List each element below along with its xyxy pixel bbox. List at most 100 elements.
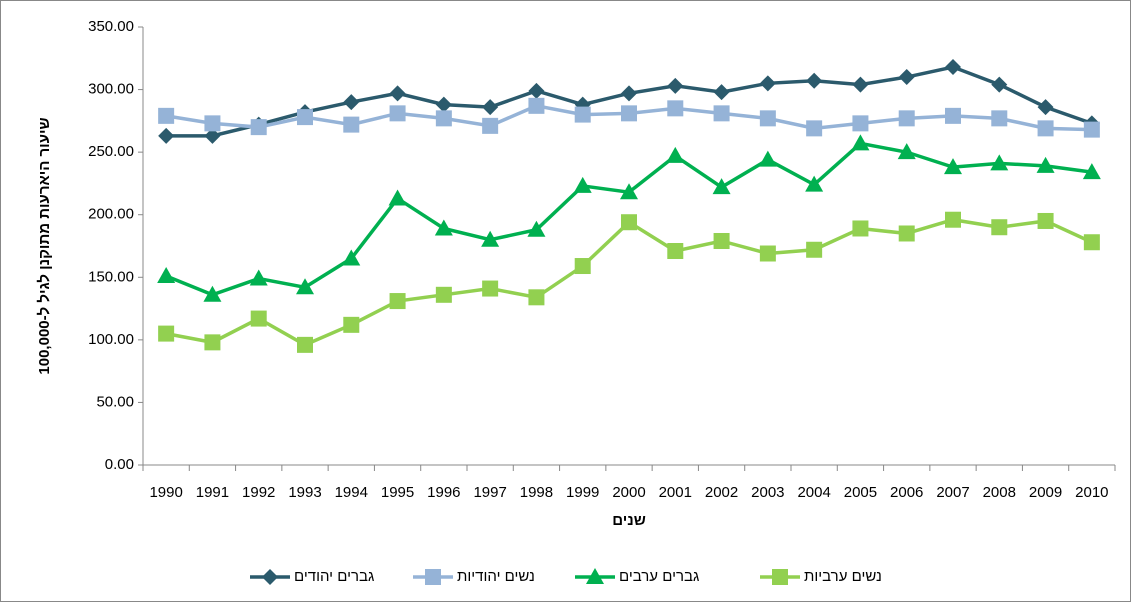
data-point	[712, 178, 731, 195]
x-tick-label: 2004	[797, 484, 830, 501]
legend-label: גברים ערבים	[619, 568, 699, 585]
legend-marker	[772, 569, 788, 585]
data-point	[759, 110, 776, 127]
x-tick-label: 2003	[751, 484, 784, 501]
data-point	[343, 94, 360, 111]
data-point	[389, 85, 406, 102]
data-point	[389, 293, 406, 310]
data-point	[667, 243, 684, 260]
data-point	[158, 325, 175, 342]
data-point	[944, 158, 962, 175]
data-point	[482, 99, 499, 116]
data-point	[203, 285, 222, 302]
x-tick-label: 2007	[936, 484, 969, 501]
data-point	[945, 59, 961, 76]
y-tick-label: 100.00	[88, 331, 134, 348]
data-point	[1083, 121, 1100, 138]
data-point	[343, 316, 360, 333]
data-point	[759, 245, 776, 262]
data-point	[297, 336, 313, 353]
x-tick-label: 1992	[242, 484, 275, 501]
data-point	[898, 69, 915, 86]
data-point	[204, 115, 221, 132]
legend-label: גברים יהודים	[294, 568, 374, 585]
data-point	[527, 220, 546, 237]
data-point	[157, 267, 176, 284]
x-tick-label: 1996	[427, 484, 460, 501]
y-tick-label: 350.00	[88, 18, 134, 35]
x-tick-label: 1997	[473, 484, 506, 501]
x-tick-label: 1993	[288, 484, 321, 501]
data-point	[435, 286, 452, 303]
data-point	[667, 77, 684, 94]
data-point	[991, 76, 1008, 93]
data-point	[528, 82, 545, 99]
data-point	[389, 105, 406, 122]
data-point	[806, 72, 823, 89]
x-tick-label: 2001	[659, 484, 692, 501]
data-point	[297, 109, 313, 126]
x-tick-label: 2010	[1075, 484, 1108, 501]
x-tick-label: 2006	[890, 484, 923, 501]
data-point	[528, 97, 545, 114]
data-point	[621, 85, 637, 102]
data-point	[482, 117, 499, 134]
data-point	[898, 225, 915, 242]
y-tick-label: 50.00	[96, 393, 134, 410]
data-point	[1037, 120, 1054, 137]
data-point	[481, 230, 500, 247]
data-point	[852, 115, 869, 132]
data-point	[758, 150, 777, 167]
y-tick-label: 0.00	[105, 456, 134, 473]
x-tick-label: 1991	[196, 484, 229, 501]
data-point	[249, 269, 268, 286]
data-point	[1036, 156, 1055, 173]
data-point	[852, 76, 869, 93]
data-point	[759, 75, 776, 92]
data-point	[621, 105, 637, 122]
x-axis-label: שנים	[612, 512, 646, 529]
data-point	[204, 334, 221, 351]
x-tick-label: 2002	[705, 484, 738, 501]
data-point	[434, 219, 453, 236]
data-point	[342, 249, 361, 266]
data-point	[573, 176, 592, 193]
data-point	[296, 278, 314, 295]
data-point	[806, 120, 823, 137]
data-point	[250, 310, 267, 327]
x-tick-label: 1990	[149, 484, 182, 501]
legend-label: נשים ערביות	[804, 568, 882, 585]
y-tick-label: 250.00	[88, 143, 134, 160]
data-point	[991, 110, 1008, 127]
data-point	[852, 220, 869, 237]
data-point	[528, 289, 545, 306]
legend-marker	[425, 569, 441, 585]
data-point	[574, 258, 591, 275]
legend-label: נשים יהודיות	[457, 568, 535, 585]
x-tick-label: 1994	[335, 484, 368, 501]
data-point	[713, 105, 730, 122]
data-point	[435, 96, 452, 113]
data-point	[250, 119, 267, 136]
data-point	[574, 106, 591, 123]
data-point	[388, 189, 407, 206]
data-point	[991, 219, 1008, 236]
y-tick-label: 150.00	[88, 268, 134, 285]
data-point	[897, 143, 916, 160]
data-point	[713, 232, 730, 249]
x-tick-label: 2009	[1029, 484, 1062, 501]
data-point	[667, 100, 684, 117]
data-point	[1037, 99, 1054, 116]
data-point	[204, 127, 221, 144]
x-tick-label: 1999	[566, 484, 599, 501]
data-point	[435, 110, 452, 127]
data-point	[1037, 212, 1054, 229]
x-tick-label: 2000	[612, 484, 645, 501]
data-point	[158, 107, 175, 124]
data-point	[158, 127, 175, 144]
data-point	[666, 146, 685, 163]
data-point	[898, 110, 915, 127]
x-tick-label: 2005	[844, 484, 877, 501]
